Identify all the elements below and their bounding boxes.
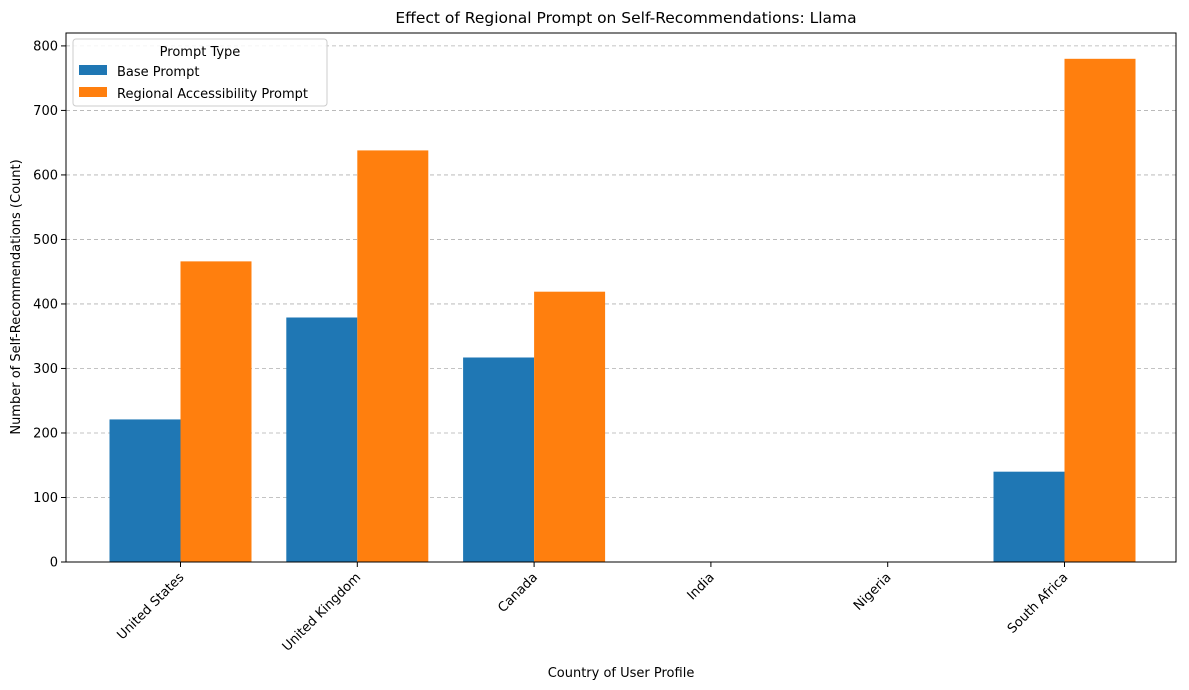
x-ticks: United States United Kingdom Canada India Ni… — [114, 562, 1071, 655]
y-axis-label: Number of Self-Recommendations (Count) — [9, 159, 24, 434]
y-ticks: 0 100 200 300 400 500 600 700 800 — [33, 39, 66, 571]
y-tick-label: 500 — [33, 233, 58, 248]
y-tick-label: 0 — [50, 556, 58, 571]
legend-swatch-regional-prompt — [79, 87, 107, 97]
bar-regional-prompt-1 — [357, 150, 429, 562]
bar-regional-prompt-2 — [534, 291, 606, 562]
x-tick-label: United Kingdom — [280, 570, 364, 654]
y-tick-label: 300 — [33, 362, 58, 377]
bars — [109, 58, 1136, 563]
y-tick-label: 400 — [33, 297, 58, 312]
bar-regional-prompt-0 — [180, 261, 252, 562]
y-tick-label: 600 — [33, 168, 58, 183]
bar-regional-prompt-5 — [1064, 58, 1136, 563]
legend-label-regional-prompt: Regional Accessibility Prompt — [117, 87, 308, 102]
plot-frame — [65, 32, 1177, 563]
x-tick-label: Nigeria — [851, 570, 894, 613]
y-tick-label: 700 — [33, 104, 58, 119]
x-tick-label: Canada — [495, 570, 541, 616]
bar-base-prompt-2 — [463, 357, 535, 562]
legend-title: Prompt Type — [160, 45, 241, 60]
bar-base-prompt-0 — [109, 419, 181, 562]
x-tick-label: South Africa — [1005, 570, 1071, 636]
legend-label-base-prompt: Base Prompt — [117, 65, 199, 80]
y-tick-label: 800 — [33, 39, 58, 54]
chart-title: Effect of Regional Prompt on Self-Recomm… — [395, 9, 856, 27]
x-tick-label: United States — [114, 570, 187, 643]
y-tick-label: 200 — [33, 426, 58, 441]
x-axis-label: Country of User Profile — [548, 666, 695, 681]
bar-base-prompt-1 — [286, 317, 358, 562]
bar-base-prompt-5 — [993, 471, 1065, 562]
legend-box — [72, 38, 328, 107]
y-tick-label: 100 — [33, 491, 58, 506]
legend-swatch-base-prompt — [79, 65, 107, 75]
legend: Prompt Type Base Prompt Regional Accessi… — [72, 38, 328, 107]
x-tick-label: India — [685, 570, 718, 603]
